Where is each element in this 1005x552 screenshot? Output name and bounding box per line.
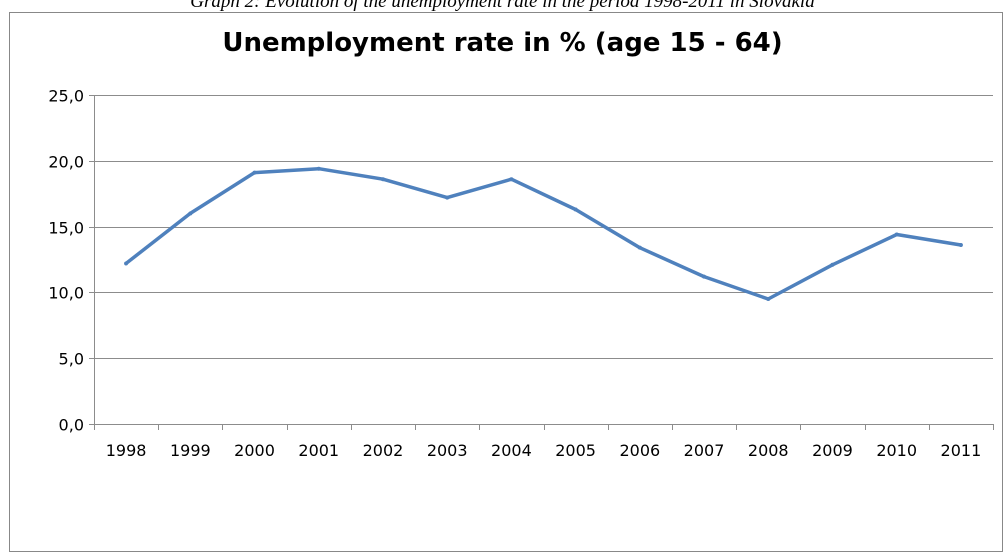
data-point — [509, 177, 514, 182]
x-tick-label: 2009 — [812, 441, 853, 460]
x-tick-label: 2003 — [427, 441, 468, 460]
x-tick-label: 2010 — [876, 441, 917, 460]
chart-title: Unemployment rate in % (age 15 - 64) — [222, 28, 783, 58]
data-point — [766, 296, 771, 301]
x-tick-label: 2005 — [555, 441, 596, 460]
data-point — [124, 261, 129, 266]
data-point — [958, 243, 963, 248]
y-tick-label: 5,0 — [59, 350, 84, 369]
data-point — [830, 262, 835, 267]
y-tick-label: 15,0 — [48, 219, 84, 238]
x-tick-label: 2008 — [748, 441, 789, 460]
y-tick-label: 20,0 — [48, 153, 84, 172]
x-tick-label: 2002 — [363, 441, 404, 460]
data-point — [637, 245, 642, 250]
gridlines — [94, 95, 993, 359]
axes — [89, 95, 994, 430]
x-tick-labels: 1998 1999 2000 2001 2002 2003 2004 2005 2006 2007… — [106, 441, 982, 460]
x-tick-label: 1999 — [170, 441, 211, 460]
data-point — [316, 166, 321, 171]
y-tick-labels: 0,0 5,0 10,0 15,0 20,0 25,0 — [48, 87, 84, 435]
data-point — [445, 195, 450, 200]
x-tick-label: 1998 — [106, 441, 147, 460]
x-tick-label: 2011 — [941, 441, 982, 460]
data-point — [380, 177, 385, 182]
y-tick-label: 10,0 — [48, 284, 84, 303]
x-tick-label: 2001 — [298, 441, 339, 460]
x-tick-label: 2004 — [491, 441, 532, 460]
y-tick-label: 0,0 — [59, 416, 84, 435]
line-chart: 0,0 5,0 10,0 15,0 20,0 25,0 1998 1999 2000 2001 2… — [48, 87, 994, 460]
data-point — [188, 211, 193, 216]
data-point — [573, 207, 578, 212]
figure-caption: Graph 2: Evolution of the unemployment r… — [190, 0, 815, 12]
series-line — [124, 166, 963, 301]
x-tick-label: 2006 — [619, 441, 660, 460]
data-point — [702, 274, 707, 279]
chart-frame — [9, 12, 1003, 552]
data-point — [252, 170, 257, 175]
y-tick-label: 25,0 — [48, 87, 84, 106]
data-point — [894, 232, 899, 237]
series — [124, 166, 963, 301]
x-tick-label: 2000 — [234, 441, 275, 460]
x-tick-label: 2007 — [684, 441, 725, 460]
